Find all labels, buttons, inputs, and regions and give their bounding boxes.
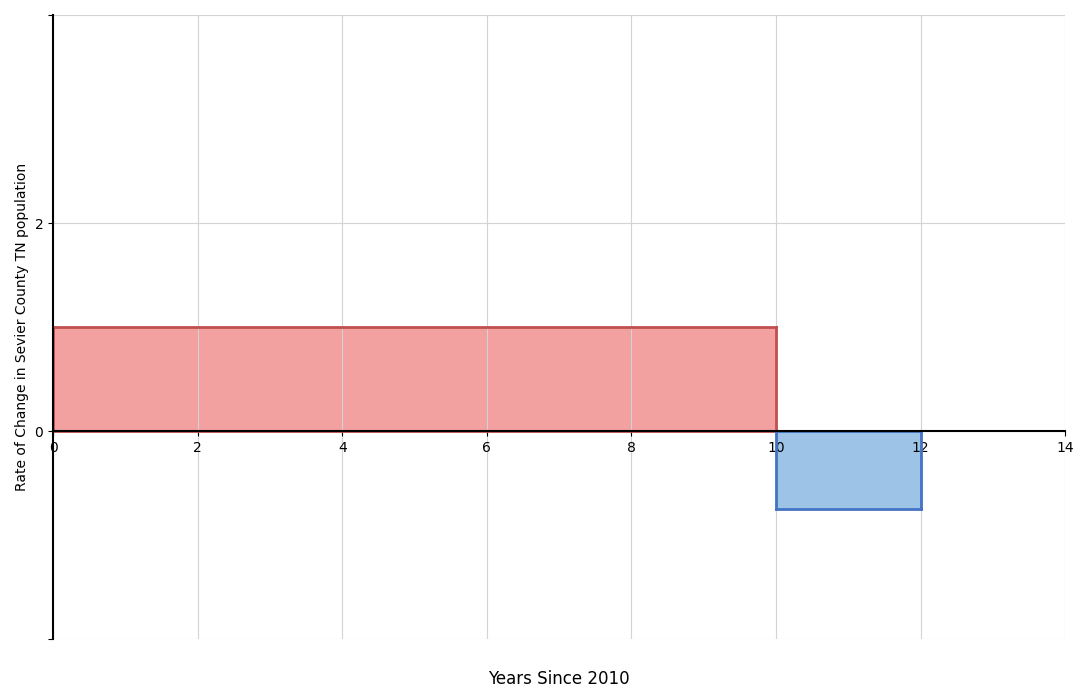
X-axis label: Years Since 2010: Years Since 2010 (488, 670, 629, 689)
Y-axis label: Rate of Change in Sevier County TN population: Rate of Change in Sevier County TN popul… (15, 163, 29, 491)
